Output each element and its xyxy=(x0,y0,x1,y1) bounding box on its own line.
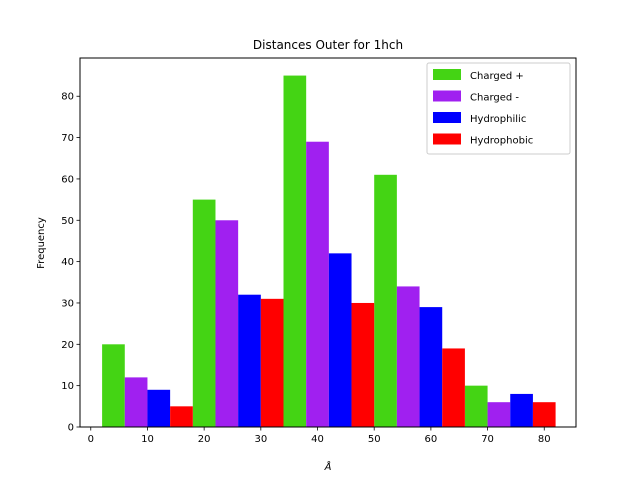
bar-hydrophilic-bin-3 xyxy=(328,253,352,427)
x-tick-label: 10 xyxy=(141,434,154,445)
chart-title: Distances Outer for 1hch xyxy=(253,38,403,52)
legend-swatch-charged xyxy=(433,69,461,80)
legend-swatch-charged xyxy=(433,90,461,102)
y-tick-label: 40 xyxy=(61,257,74,268)
y-tick-label: 10 xyxy=(61,381,74,392)
bar-charged-bin-2 xyxy=(215,220,239,427)
y-tick-label: 50 xyxy=(61,216,74,227)
bar-charged-bin-5 xyxy=(487,402,511,427)
bar-hydrophilic-bin-1 xyxy=(147,389,171,427)
bar-charged-bin-4 xyxy=(374,174,397,427)
bar-hydrophobic-bin-3 xyxy=(351,302,375,427)
bar-hydrophobic-bin-5 xyxy=(532,402,556,427)
bar-charged-bin-5 xyxy=(464,385,488,427)
bar-charged-bin-1 xyxy=(124,377,148,427)
legend: Charged + Charged - Hydrophilic Hydrophobic xyxy=(426,62,571,155)
x-tick-label: 50 xyxy=(368,434,381,445)
bars-group xyxy=(102,75,556,428)
bar-charged-bin-1 xyxy=(102,344,125,427)
plot-frame xyxy=(79,57,577,428)
bar-hydrophilic-bin-5 xyxy=(510,393,533,427)
x-tick-label: 40 xyxy=(311,434,324,445)
bar-charged-bin-4 xyxy=(396,286,420,427)
y-axis-ticks: 0 10 20 30 40 50 60 70 80 xyxy=(61,92,80,434)
y-tick-label: 20 xyxy=(61,340,74,351)
x-tick-label: 70 xyxy=(481,434,494,445)
y-tick-label: 0 xyxy=(68,423,74,434)
x-tick-label: 0 xyxy=(88,434,94,445)
bar-charged-bin-3 xyxy=(306,141,329,427)
legend-label-hydrophobic: Hydrophobic xyxy=(470,136,533,147)
y-tick-label: 60 xyxy=(61,174,74,185)
bar-hydrophobic-bin-1 xyxy=(170,406,193,427)
bar-hydrophobic-bin-4 xyxy=(442,348,465,427)
legend-label-hydrophilic: Hydrophilic xyxy=(470,114,526,125)
x-axis-label: Å xyxy=(324,460,332,473)
x-tick-label: 30 xyxy=(254,434,267,445)
y-tick-label: 70 xyxy=(61,133,74,144)
x-tick-label: 80 xyxy=(538,434,551,445)
y-tick-label: 80 xyxy=(61,92,74,103)
legend-swatch-hydrophobic xyxy=(433,133,461,145)
legend-box xyxy=(426,62,571,155)
x-tick-label: 60 xyxy=(425,434,438,445)
x-axis-ticks: 0 10 20 30 40 50 60 70 80 xyxy=(88,427,551,445)
legend-label-charged: Charged - xyxy=(470,93,519,104)
bar-charged-bin-3 xyxy=(283,75,307,428)
x-tick-label: 20 xyxy=(198,434,211,445)
y-tick-label: 30 xyxy=(61,298,74,309)
legend-label-charged: Charged + xyxy=(470,71,524,82)
legend-swatch-hydrophilic xyxy=(433,112,461,123)
bar-hydrophobic-bin-2 xyxy=(260,298,284,427)
bar-hydrophilic-bin-2 xyxy=(238,294,261,427)
bar-hydrophilic-bin-4 xyxy=(419,307,443,427)
bar-charged-bin-2 xyxy=(192,199,216,427)
y-axis-label: Frequency xyxy=(36,217,47,269)
